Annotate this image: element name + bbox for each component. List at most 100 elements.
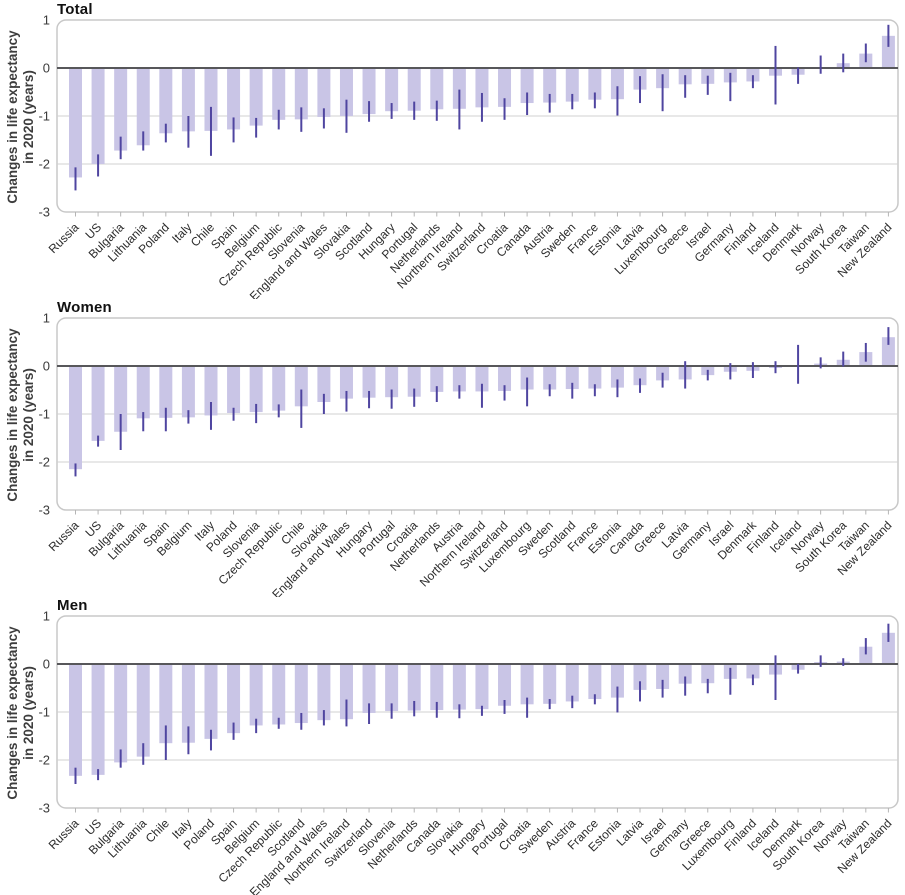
- bar: [565, 367, 579, 390]
- bar: [881, 632, 895, 664]
- bar: [588, 69, 602, 100]
- y-tick-label: -3: [38, 205, 50, 220]
- bar: [881, 337, 895, 366]
- y-tick-label: 0: [43, 61, 50, 76]
- bar: [159, 69, 173, 134]
- bar: [610, 665, 624, 698]
- bar: [69, 367, 82, 470]
- bar: [204, 69, 218, 131]
- bar: [385, 69, 399, 112]
- bar: [181, 665, 195, 743]
- bar: [678, 665, 692, 684]
- bar: [452, 367, 466, 392]
- bar: [249, 69, 263, 126]
- bar: [249, 367, 263, 413]
- bar: [407, 69, 421, 111]
- bar: [317, 69, 331, 117]
- bar: [69, 69, 82, 178]
- bar: [294, 367, 308, 407]
- bar: [701, 665, 715, 684]
- y-tick-label: -2: [38, 753, 50, 768]
- bar: [543, 367, 557, 390]
- bar: [565, 665, 579, 702]
- y-tick-label: -1: [38, 109, 50, 124]
- x-tick-label: Russia: [46, 518, 82, 554]
- bar: [91, 69, 105, 164]
- bar: [317, 665, 331, 721]
- bar: [543, 69, 557, 103]
- y-tick-label: -1: [38, 705, 50, 720]
- bar: [610, 367, 624, 388]
- bar: [656, 665, 670, 689]
- bar: [475, 69, 489, 108]
- bar: [339, 69, 353, 116]
- bar: [362, 69, 376, 115]
- bar: [272, 367, 286, 411]
- y-tick-label: 1: [43, 609, 50, 624]
- y-tick-label: -2: [38, 157, 50, 172]
- y-tick-label: -3: [38, 503, 50, 518]
- y-tick-label: -1: [38, 407, 50, 422]
- panel-title-total: Total: [57, 1, 93, 18]
- x-tick-label: Russia: [46, 220, 82, 256]
- bar: [227, 367, 241, 414]
- bar: [91, 665, 105, 775]
- bar: [385, 367, 399, 398]
- bar: [227, 69, 241, 130]
- bar: [520, 665, 534, 705]
- bar: [114, 69, 128, 151]
- bar: [498, 665, 512, 706]
- bar: [881, 35, 895, 68]
- bar: [272, 665, 286, 725]
- bar: [362, 665, 376, 713]
- bar: [430, 665, 444, 711]
- bar: [543, 665, 557, 704]
- bar: [272, 69, 286, 120]
- panel-title-men: Men: [57, 597, 88, 614]
- bar: [227, 665, 241, 734]
- bar: [452, 665, 466, 710]
- bar: [633, 665, 647, 690]
- bar: [339, 665, 353, 720]
- bar: [294, 69, 308, 120]
- bar: [407, 665, 421, 711]
- chart-panel-total: Changes in life expectancy in 2020 (year…: [0, 0, 905, 299]
- bar: [859, 646, 873, 664]
- bar: [385, 665, 399, 712]
- bar: [565, 69, 579, 102]
- bar: [136, 665, 150, 757]
- bar: [159, 665, 173, 744]
- chart-panel-men: Changes in life expectancy in 2020 (year…: [0, 596, 905, 895]
- y-tick-label: -2: [38, 455, 50, 470]
- bar: [588, 665, 602, 700]
- bar: [249, 665, 263, 726]
- bar: [317, 367, 331, 402]
- bar: [339, 367, 353, 399]
- bar: [610, 69, 624, 100]
- bar: [114, 665, 128, 763]
- y-tick-label: 0: [43, 359, 50, 374]
- panel-title-women: Women: [57, 299, 112, 316]
- y-tick-label: -3: [38, 801, 50, 816]
- bar: [181, 367, 195, 418]
- bar: [475, 367, 489, 392]
- bar: [181, 69, 195, 132]
- bar: [407, 367, 421, 397]
- bar: [452, 69, 466, 109]
- bar: [498, 69, 512, 107]
- bar: [114, 367, 128, 432]
- bar: [520, 69, 534, 104]
- bar: [69, 665, 82, 776]
- bar: [159, 367, 173, 418]
- bar: [498, 367, 512, 391]
- bar: [136, 367, 150, 419]
- chart-panel-women: Changes in life expectancy in 2020 (year…: [0, 298, 905, 597]
- bar: [475, 665, 489, 710]
- x-tick-label: Russia: [46, 816, 82, 852]
- bar: [91, 367, 105, 441]
- bar: [362, 367, 376, 398]
